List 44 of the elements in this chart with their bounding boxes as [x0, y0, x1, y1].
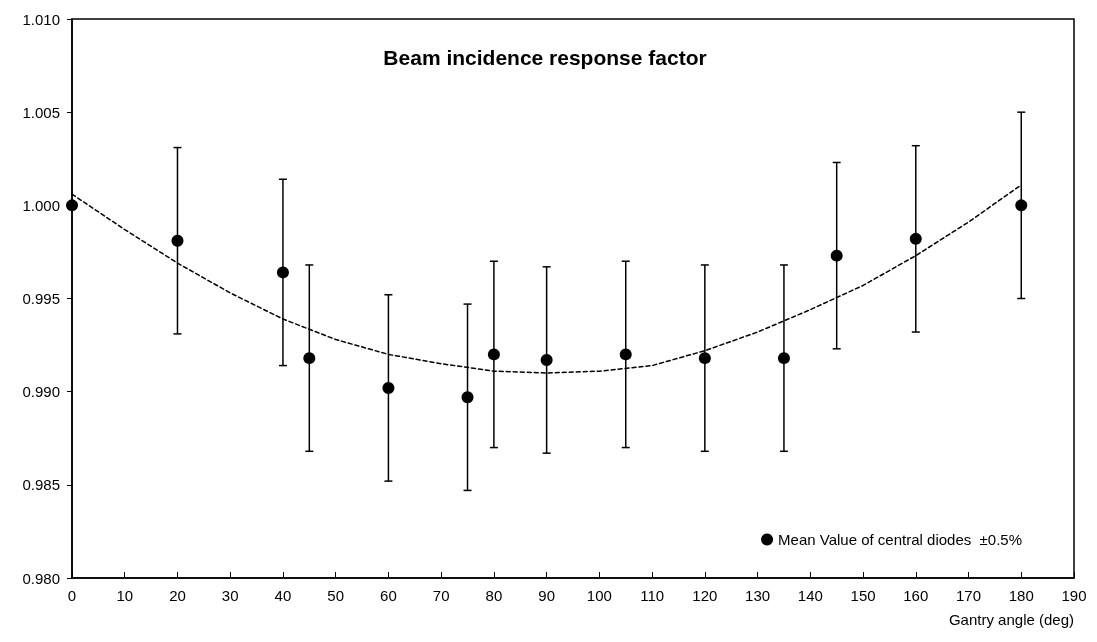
point [909, 232, 922, 245]
x-tick-label: 50 [327, 587, 345, 604]
x-tick-label: 160 [903, 587, 929, 604]
point [540, 353, 553, 366]
x-tick-label: 0 [67, 587, 77, 604]
legend-label: Mean Value of central diodes ±0.5% [778, 531, 1022, 548]
point [777, 352, 790, 365]
x-tick-label: 120 [692, 587, 718, 604]
x-tick-label: 100 [586, 587, 612, 604]
x-tick-label: 30 [221, 587, 239, 604]
point [303, 352, 316, 365]
x-tick-label: 170 [956, 587, 982, 604]
x-tick-label: 80 [485, 587, 503, 604]
y-tick-label: 0.995 [22, 290, 60, 307]
y-tick-label: 0.985 [22, 476, 60, 494]
point [461, 391, 474, 404]
point [698, 352, 711, 365]
x-tick-label: 90 [538, 587, 555, 604]
y-tick-label: 1.000 [22, 196, 60, 214]
x-tick-label: 40 [274, 587, 292, 604]
x-tick-label: 180 [1008, 587, 1034, 604]
point [1015, 199, 1028, 212]
y-tick-label: 1.010 [22, 10, 60, 28]
x-tick-label: 150 [850, 587, 876, 604]
point [619, 348, 632, 361]
point [830, 249, 843, 262]
point [487, 348, 500, 361]
x-tick-label: 190 [1061, 587, 1087, 604]
x-tick-label: 130 [745, 587, 771, 604]
point [382, 381, 395, 394]
x-tick-label: 110 [640, 587, 665, 604]
x-tick-label: 10 [116, 587, 134, 604]
x-axis-title: Gantry angle (deg) [948, 611, 1074, 628]
x-tick-label: 20 [169, 587, 186, 604]
point [171, 234, 184, 247]
text: Beam incidence response factor [383, 46, 707, 69]
x-tick-label: 70 [432, 587, 450, 604]
y-tick-label: 0.990 [22, 383, 60, 401]
x-tick-label: 140 [797, 587, 823, 604]
y-tick-label: 1.005 [22, 103, 60, 121]
point [276, 266, 289, 279]
y-tick-label: 0.980 [22, 569, 60, 587]
x-tick-label: 60 [380, 587, 397, 604]
point [66, 199, 78, 212]
